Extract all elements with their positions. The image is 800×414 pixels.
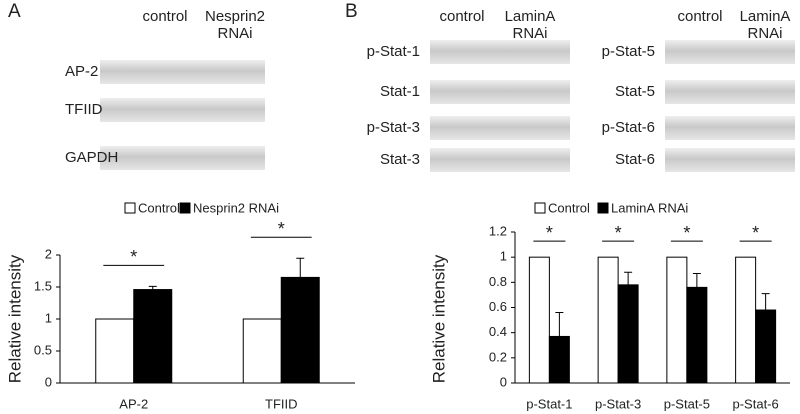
legend-label: LaminA RNAi	[611, 200, 688, 215]
blot-band	[430, 80, 570, 104]
y-tick-label: 0.8	[489, 274, 507, 289]
x-tick-label: TFIID	[265, 396, 298, 411]
significance-star: *	[615, 223, 622, 243]
significance-star: *	[130, 247, 137, 267]
legend-swatch	[534, 202, 546, 214]
significance-star: *	[546, 223, 553, 243]
row-label: Stat-6	[614, 151, 655, 168]
lane-label: LaminA RNAi	[739, 8, 791, 42]
lane-label: control	[439, 8, 485, 25]
row-label: AP-2	[65, 63, 99, 80]
legend-swatch	[597, 202, 609, 214]
error-bar	[296, 257, 305, 278]
row-label: p-Stat-3	[366, 119, 420, 136]
panel-label: B	[345, 1, 358, 22]
row-label: Stat-5	[614, 83, 655, 100]
blot-band	[100, 60, 265, 84]
legend-swatch	[179, 202, 191, 214]
y-tick-label: 1.5	[34, 278, 52, 293]
blot-band	[430, 40, 570, 64]
x-tick-label: p-Stat-1	[526, 396, 572, 411]
error-bar	[624, 271, 633, 285]
error-bar	[148, 285, 157, 290]
x-tick-label: p-Stat-6	[733, 396, 779, 411]
significance-star: *	[752, 223, 759, 243]
blot-band	[665, 148, 795, 172]
y-axis-title: Relative intensity	[429, 254, 448, 383]
blot-band	[100, 146, 265, 170]
row-label: p-Stat-6	[601, 119, 655, 136]
row-label: TFIID	[65, 101, 103, 118]
row-label: p-Stat-5	[601, 43, 655, 60]
legend-swatch	[124, 202, 136, 214]
y-tick-label: 0.6	[489, 299, 507, 314]
x-tick-label: p-Stat-5	[664, 396, 710, 411]
y-tick-label: 0.4	[489, 324, 507, 339]
bar	[242, 318, 282, 384]
y-tick-label: 0	[500, 374, 507, 389]
y-tick-label: 1	[500, 249, 507, 264]
row-label: Stat-1	[379, 83, 420, 100]
blot-band	[430, 148, 570, 172]
significance-star: *	[278, 219, 285, 239]
bar	[95, 318, 135, 384]
bar	[548, 335, 570, 384]
error-bar	[761, 293, 770, 311]
blot-band	[430, 116, 570, 140]
legend-label: Nesprin2 RNAi	[193, 200, 279, 215]
lane-label: Nesprin2 RNAi	[204, 8, 266, 42]
x-tick-label: AP-2	[119, 396, 148, 411]
y-tick-label: 1	[45, 310, 52, 325]
bar	[617, 284, 639, 384]
x-tick-label: p-Stat-3	[595, 396, 641, 411]
bar	[755, 309, 777, 384]
blot-band	[665, 40, 795, 64]
lane-label: control	[677, 8, 723, 25]
bar	[280, 276, 320, 384]
y-tick-label: 1.2	[489, 223, 507, 238]
significance-star: *	[683, 223, 690, 243]
error-bar	[692, 273, 701, 288]
bar	[528, 256, 550, 384]
legend-label: Control	[138, 200, 180, 215]
bar	[133, 289, 173, 384]
error-bar	[555, 312, 564, 337]
blot-band	[100, 98, 265, 122]
y-tick-label: 0.5	[34, 342, 52, 357]
blot-band	[665, 116, 795, 140]
blot-band	[665, 80, 795, 104]
y-tick-label: 0	[45, 374, 52, 389]
y-tick-label: 0.2	[489, 349, 507, 364]
bar	[666, 256, 688, 384]
bar	[597, 256, 619, 384]
legend-label: Control	[548, 200, 590, 215]
bar	[735, 256, 757, 384]
bar	[686, 286, 708, 384]
y-axis-title: Relative intensity	[5, 254, 24, 383]
row-label: Stat-3	[379, 151, 420, 168]
lane-label: LaminA RNAi	[504, 8, 556, 42]
row-label: p-Stat-1	[366, 43, 420, 60]
panel-label: A	[8, 1, 21, 22]
row-label: GAPDH	[65, 149, 119, 166]
y-tick-label: 2	[45, 246, 52, 261]
lane-label: control	[142, 8, 188, 25]
